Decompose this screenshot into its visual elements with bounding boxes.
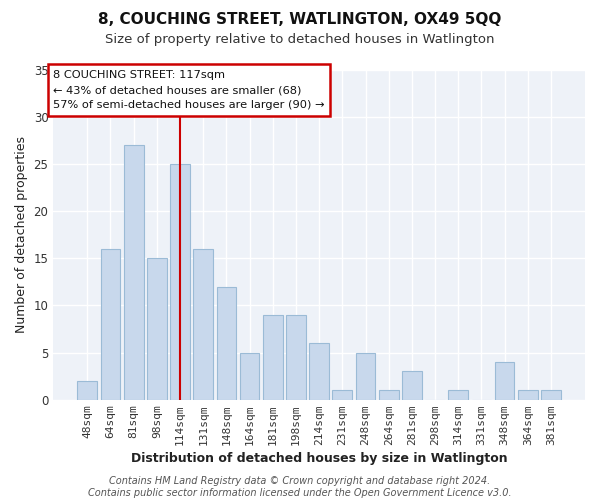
Bar — [240, 352, 259, 400]
Bar — [170, 164, 190, 400]
Bar — [217, 286, 236, 400]
Bar — [286, 315, 306, 400]
X-axis label: Distribution of detached houses by size in Watlington: Distribution of detached houses by size … — [131, 452, 508, 465]
Bar — [124, 146, 143, 400]
Bar — [101, 249, 121, 400]
Text: 8, COUCHING STREET, WATLINGTON, OX49 5QQ: 8, COUCHING STREET, WATLINGTON, OX49 5QQ — [98, 12, 502, 28]
Bar — [448, 390, 468, 400]
Bar — [147, 258, 167, 400]
Text: Contains HM Land Registry data © Crown copyright and database right 2024.
Contai: Contains HM Land Registry data © Crown c… — [88, 476, 512, 498]
Text: 8 COUCHING STREET: 117sqm
← 43% of detached houses are smaller (68)
57% of semi-: 8 COUCHING STREET: 117sqm ← 43% of detac… — [53, 70, 325, 110]
Bar — [77, 381, 97, 400]
Bar — [518, 390, 538, 400]
Bar — [332, 390, 352, 400]
Bar — [356, 352, 376, 400]
Bar — [309, 343, 329, 400]
Text: Size of property relative to detached houses in Watlington: Size of property relative to detached ho… — [105, 32, 495, 46]
Bar — [263, 315, 283, 400]
Bar — [541, 390, 561, 400]
Bar — [379, 390, 398, 400]
Bar — [495, 362, 514, 400]
Bar — [402, 372, 422, 400]
Y-axis label: Number of detached properties: Number of detached properties — [15, 136, 28, 334]
Bar — [193, 249, 213, 400]
